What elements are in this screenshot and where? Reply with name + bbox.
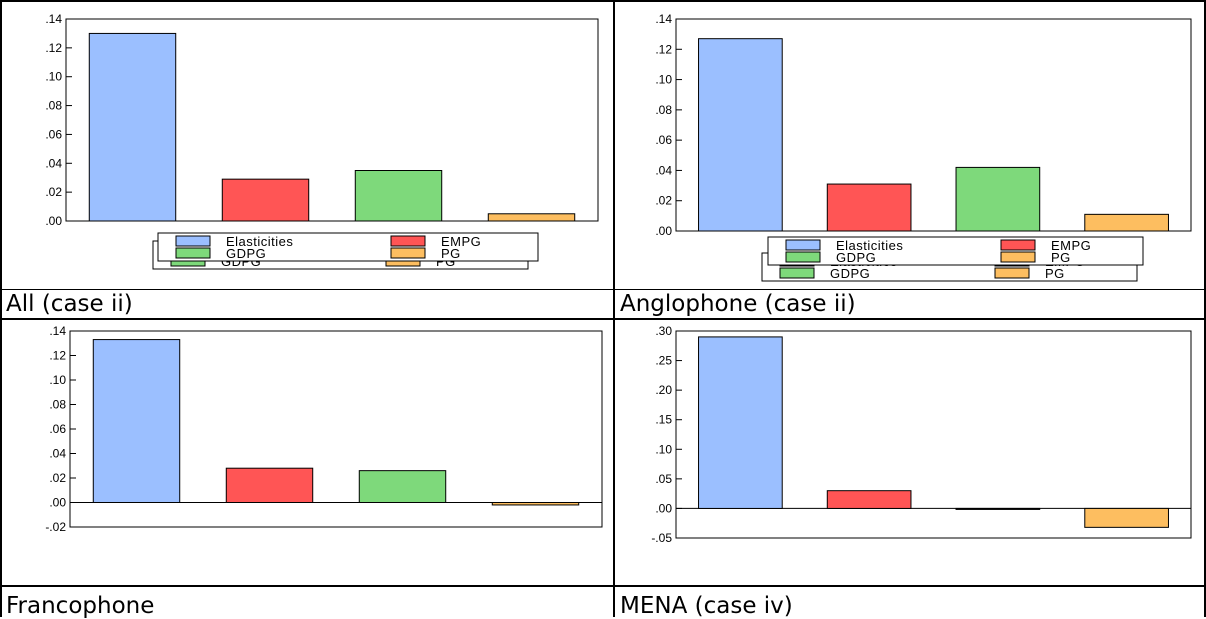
legend-label-gdpg: GDPG [226, 246, 266, 261]
legend-swatch-empg [1000, 239, 1036, 251]
legend-label-elasticities: Elasticities [836, 238, 903, 253]
y-tick-label: .30 [655, 324, 672, 338]
y-tick-label: .05 [655, 472, 672, 486]
bar-pg [487, 213, 576, 222]
bar-empg [826, 490, 912, 509]
y-tick-label: .02 [49, 471, 66, 485]
bar-pg [491, 502, 580, 506]
y-tick-label: .08 [655, 103, 672, 117]
y-tick-label: .25 [655, 354, 672, 368]
y-tick-label: -.02 [45, 520, 66, 534]
y-tick-label: .10 [655, 73, 672, 87]
table-border-top [0, 0, 1206, 2]
legend-label-gdpg: GDPG [830, 266, 870, 281]
y-tick-label: .14 [655, 12, 672, 26]
table-border-right [1204, 0, 1206, 617]
y-tick-label: .02 [655, 194, 672, 208]
chart-anglophone: .00 .02 .04 .06 .08 .10 .12 .14 Elasticities EMPG… [655, 12, 1192, 282]
caption-all: All (case ii) [6, 291, 133, 317]
table-border-row-2 [0, 585, 1206, 587]
bar-elasticities [698, 38, 783, 232]
table-border-middle [613, 0, 615, 617]
bar-gdpg [354, 170, 443, 222]
y-tick-label: .14 [45, 12, 62, 26]
bar-empg [826, 183, 912, 232]
y-tick-label: .20 [655, 383, 672, 397]
y-tick-label: .00 [655, 501, 672, 515]
bar-gdpg [955, 507, 1041, 510]
y-tick-label: .00 [49, 496, 66, 510]
legend-label-empg: EMPG [1051, 238, 1091, 253]
y-tick-label: .10 [655, 442, 672, 456]
chart-francophone: -.02 .00 .02 .04 .06 .08 .10 .12 .14 Elasticities… [45, 232, 603, 534]
legend-swatch-gdpg [779, 267, 815, 279]
bar-gdpg [358, 470, 447, 503]
y-tick-label: .04 [45, 156, 62, 170]
y-tick-label: .06 [45, 127, 62, 141]
y-tick-label: .15 [655, 413, 672, 427]
legend-label-pg: PG [1045, 266, 1065, 281]
legend-swatch-pg [994, 267, 1030, 279]
legend-label-empg: EMPG [441, 234, 481, 249]
bar-pg [1084, 507, 1169, 528]
y-tick-label: .12 [49, 349, 66, 363]
legend-swatch-pg [390, 247, 426, 259]
y-tick-label: .02 [45, 185, 62, 199]
legend-label-pg: PG [441, 246, 461, 261]
y-tick-label: .08 [45, 99, 62, 113]
y-tick-label: .06 [49, 422, 66, 436]
bar-gdpg [955, 166, 1041, 232]
caption-divider-1 [0, 289, 1206, 290]
y-tick-label: .00 [45, 214, 62, 228]
legend-box [157, 232, 539, 262]
caption-francophone: Francophone [6, 593, 155, 619]
legend-swatch-elasticities [785, 239, 821, 251]
legend-label-gdpg: GDPG [836, 250, 876, 265]
y-tick-label: .08 [49, 398, 66, 412]
legend-swatch-empg [390, 235, 426, 247]
y-tick-label: -.05 [651, 531, 672, 545]
y-tick-label: .00 [655, 224, 672, 238]
bar-empg [225, 467, 314, 503]
caption-mena: MENA (case iv) [620, 593, 793, 619]
bar-pg [1084, 213, 1169, 232]
y-tick-label: .12 [655, 42, 672, 56]
y-tick-label: .06 [655, 133, 672, 147]
y-tick-label: .12 [45, 41, 62, 55]
bar-empg [221, 178, 310, 222]
y-tick-label: .04 [49, 447, 66, 461]
legend-swatch-gdpg [175, 247, 211, 259]
plot-frame [675, 330, 1192, 539]
y-tick-label: .04 [655, 163, 672, 177]
caption-anglophone: Anglophone (case ii) [620, 291, 856, 317]
bar-elasticities [698, 336, 783, 509]
legend-box [767, 236, 1144, 266]
bar-elasticities [88, 32, 177, 222]
legend-swatch-pg [1000, 251, 1036, 263]
legend-label-elasticities: Elasticities [226, 234, 293, 249]
bar-elasticities [92, 339, 181, 504]
y-tick-label: .14 [49, 324, 66, 338]
y-tick-label: .10 [45, 70, 62, 84]
chart-mena: -.05 .00 .05 .10 .15 .20 .25 .30 Elasticities EMP… [651, 236, 1192, 545]
y-tick-label: .10 [49, 373, 66, 387]
legend-swatch-gdpg [785, 251, 821, 263]
table-border-left [0, 0, 2, 617]
table-border-row-1 [0, 318, 1206, 320]
legend-label-pg: PG [1051, 250, 1071, 265]
legend-swatch-elasticities [175, 235, 211, 247]
